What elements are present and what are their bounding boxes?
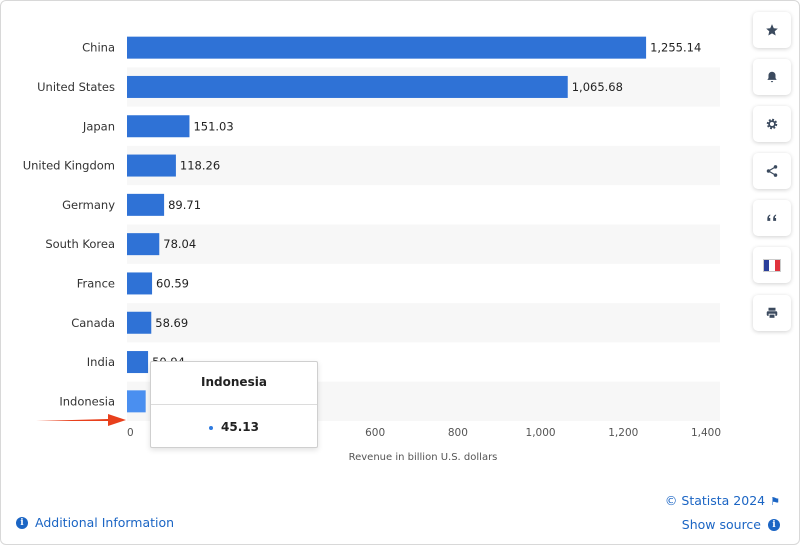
- bar-united-kingdom[interactable]: [127, 154, 176, 177]
- value-label: 1,065.68: [572, 80, 623, 94]
- bar-china[interactable]: [127, 36, 647, 59]
- bar-united-states[interactable]: [127, 75, 568, 98]
- bar-south-korea[interactable]: [127, 233, 160, 256]
- additional-information-label: Additional Information: [35, 515, 175, 530]
- bar-france[interactable]: [127, 272, 153, 295]
- french-flag-icon: [763, 258, 781, 272]
- notification-button[interactable]: [753, 59, 791, 95]
- category-label: Germany: [62, 198, 115, 212]
- row-band: [127, 303, 720, 343]
- bar-india[interactable]: [127, 351, 149, 374]
- value-label: 151.03: [193, 119, 233, 133]
- value-label: 58.69: [155, 316, 188, 330]
- flag-icon: ⚑: [770, 495, 780, 508]
- value-label: 60.59: [156, 276, 189, 290]
- print-button[interactable]: [753, 295, 791, 331]
- x-tick-label: 600: [365, 427, 385, 439]
- category-label: Indonesia: [59, 394, 115, 408]
- additional-information-link[interactable]: i Additional Information: [16, 515, 174, 530]
- category-label: United Kingdom: [23, 159, 115, 173]
- x-axis-title: Revenue in billion U.S. dollars: [349, 452, 498, 463]
- x-tick-label: 1,000: [526, 427, 556, 439]
- x-tick-label: 1,400: [691, 427, 721, 439]
- category-label: Canada: [71, 316, 115, 330]
- series-dot-icon: [209, 425, 214, 430]
- printer-icon: [766, 307, 778, 319]
- favorite-button[interactable]: [753, 12, 791, 48]
- tooltip-title: Indonesia: [151, 362, 317, 405]
- row-band: [127, 145, 720, 186]
- settings-button[interactable]: [753, 106, 791, 142]
- category-label: Japan: [82, 119, 115, 133]
- bar-indonesia[interactable]: [127, 390, 146, 413]
- bell-icon: [767, 71, 777, 83]
- share-button[interactable]: [753, 153, 791, 189]
- value-label: 78.04: [163, 237, 196, 251]
- tooltip-value: 45.13: [221, 420, 259, 434]
- statista-credit[interactable]: © Statista 2024 ⚑: [665, 493, 780, 508]
- credit-label: © Statista 2024: [664, 493, 766, 508]
- share-icon: [766, 165, 778, 177]
- tooltip-value-row: 45.13: [151, 405, 317, 447]
- category-label: South Korea: [45, 237, 115, 251]
- value-label: 1,255.14: [650, 41, 701, 55]
- category-label: India: [87, 355, 115, 369]
- language-button[interactable]: [753, 247, 791, 283]
- category-label: United States: [37, 80, 115, 94]
- x-tick-label: 0: [127, 427, 134, 439]
- gear-icon: [766, 118, 778, 130]
- value-label: 118.26: [180, 159, 220, 173]
- bar-japan[interactable]: [127, 115, 190, 138]
- cite-button[interactable]: [753, 200, 791, 236]
- x-tick-label: 800: [448, 427, 468, 439]
- info-icon: i: [16, 516, 28, 529]
- category-label: France: [77, 276, 115, 290]
- show-source-label: Show source: [681, 517, 761, 532]
- quote-icon: [767, 214, 777, 221]
- show-source-link[interactable]: Show source i: [682, 517, 780, 532]
- value-label: 89.71: [168, 198, 201, 212]
- tooltip: Indonesia 45.13: [150, 361, 318, 448]
- star-icon: [766, 24, 778, 36]
- bar-canada[interactable]: [127, 311, 152, 334]
- info-icon: i: [768, 518, 780, 531]
- x-tick-label: 1,200: [608, 427, 638, 439]
- category-label: China: [82, 41, 115, 55]
- bar-germany[interactable]: [127, 193, 165, 216]
- row-band: [127, 224, 720, 264]
- pointer-arrow: [36, 414, 126, 426]
